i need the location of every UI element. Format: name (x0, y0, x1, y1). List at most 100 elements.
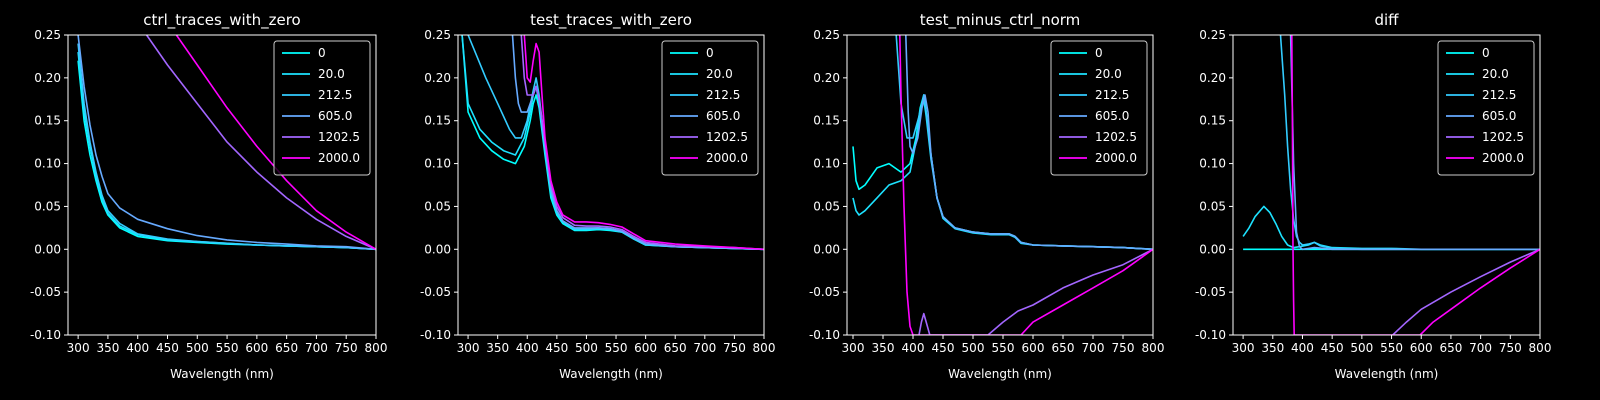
legend-label: 212.5 (1482, 88, 1516, 102)
x-tick-label: 800 (1529, 341, 1552, 355)
x-tick-label: 350 (486, 341, 509, 355)
y-tick-label: 0.05 (424, 199, 451, 213)
y-tick-label: 0.00 (34, 242, 61, 256)
axes-frame (67, 34, 377, 336)
legend: 0 20.0 212.5 605.0 1202.5 2000.0 (661, 40, 759, 176)
series-line-2000.0 (899, 35, 1153, 335)
axes-frame (457, 34, 765, 336)
legend-label: 2000.0 (318, 151, 360, 165)
x-tick-label: 750 (723, 341, 746, 355)
series-line-2000.0 (523, 35, 764, 251)
y-tick-label: 0.05 (34, 199, 61, 213)
x-tick-label: 500 (962, 341, 985, 355)
x-tick-label: 300 (67, 341, 90, 355)
x-tick-label: 450 (545, 341, 568, 355)
x-tick-label: 350 (1261, 341, 1284, 355)
x-tick-label: 350 (96, 341, 119, 355)
y-tick-label: 0.25 (34, 28, 61, 42)
x-tick-label: 600 (634, 341, 657, 355)
x-tick-label: 550 (1380, 341, 1403, 355)
series-group (77, 35, 376, 251)
y-tick-label: 0.10 (1199, 157, 1226, 171)
x-tick-label: 700 (1469, 341, 1492, 355)
x-tick-label: 550 (992, 341, 1015, 355)
y-tick-label: 0.20 (1199, 71, 1226, 85)
legend-label: 1202.5 (1095, 130, 1137, 144)
x-axis-label: Wavelength (nm) (559, 367, 663, 381)
y-tick-label: -0.05 (1195, 285, 1226, 299)
x-tick-label: 300 (1232, 341, 1255, 355)
legend-label: 0 (1095, 46, 1103, 60)
x-tick-label: 350 (872, 341, 895, 355)
y-tick-label: 0.25 (813, 28, 840, 42)
legend-label: 605.0 (1482, 109, 1516, 123)
y-tick-label: -0.05 (809, 285, 840, 299)
y-tick-label: -0.05 (30, 285, 61, 299)
y-tick-label: 0.15 (34, 114, 61, 128)
series-line-2000.0 (175, 35, 376, 250)
series-line-2000.0 (1291, 35, 1540, 335)
x-tick-label: 650 (275, 341, 298, 355)
x-tick-label: 800 (1142, 341, 1165, 355)
x-axis-label: Wavelength (nm) (170, 367, 274, 381)
x-tick-label: 550 (216, 341, 239, 355)
x-tick-label: 400 (902, 341, 925, 355)
x-tick-label: 500 (1350, 341, 1373, 355)
legend-label: 212.5 (1095, 88, 1129, 102)
legend-label: 212.5 (706, 88, 740, 102)
y-tick-label: 0.05 (1199, 199, 1226, 213)
x-axis-label: Wavelength (nm) (948, 367, 1052, 381)
y-tick-label: 0.10 (424, 157, 451, 171)
legend-label: 1202.5 (318, 130, 360, 144)
x-tick-label: 450 (156, 341, 179, 355)
x-tick-label: 500 (575, 341, 598, 355)
chart-title: test_traces_with_zero (530, 11, 692, 30)
chart-panel-1: ctrl_traces_with_zero 300 350 400 450 500 550 6… (30, 11, 388, 381)
chart-panel-3: test_minus_ctrl_norm 300 350 400 450 500 550 60… (809, 11, 1165, 381)
x-tick-label: 600 (245, 341, 268, 355)
legend: 0 20.0 212.5 605.0 1202.5 2000.0 (1437, 40, 1535, 176)
x-axis-label: Wavelength (nm) (1335, 367, 1439, 381)
x-tick-label: 600 (1410, 341, 1433, 355)
y-tick-label: -0.10 (30, 328, 61, 342)
x-tick-label: 450 (932, 341, 955, 355)
x-tick-label: 400 (516, 341, 539, 355)
series-line-1202.5 (520, 35, 764, 251)
x-tick-label: 500 (186, 341, 209, 355)
legend-label: 212.5 (318, 88, 352, 102)
x-tick-label: 300 (457, 341, 480, 355)
y-tick-label: -0.05 (420, 285, 451, 299)
legend: 0 20.0 212.5 605.0 1202.5 2000.0 (1050, 40, 1148, 176)
x-tick-label: 800 (753, 341, 776, 355)
series-line-605.0 (1289, 35, 1540, 251)
legend-label: 0 (318, 46, 326, 60)
x-tick-label: 700 (305, 341, 328, 355)
x-tick-label: 800 (365, 341, 388, 355)
y-tick-label: 0.20 (813, 71, 840, 85)
legend-label: 1202.5 (706, 130, 748, 144)
series-line-605.0 (77, 35, 376, 251)
y-tick-label: -0.10 (809, 328, 840, 342)
chart-title: diff (1374, 11, 1399, 29)
y-tick-label: 0.10 (813, 157, 840, 171)
y-tick-label: 0.25 (424, 28, 451, 42)
series-group (852, 35, 1153, 335)
series-line-605.0 (511, 35, 764, 251)
y-tick-label: 0.00 (424, 242, 451, 256)
legend-label: 1202.5 (1482, 130, 1524, 144)
y-tick-label: 0.10 (34, 157, 61, 171)
y-tick-label: -0.10 (1195, 328, 1226, 342)
axes-frame (1232, 34, 1541, 336)
legend-label: 0 (1482, 46, 1490, 60)
legend-label: 20.0 (1095, 67, 1122, 81)
legend-label: 0 (706, 46, 714, 60)
x-tick-label: 650 (1052, 341, 1075, 355)
chart-title: test_minus_ctrl_norm (920, 11, 1081, 30)
legend-label: 605.0 (1095, 109, 1129, 123)
legend-label: 20.0 (318, 67, 345, 81)
legend-label: 605.0 (706, 109, 740, 123)
legend-label: 605.0 (318, 109, 352, 123)
series-line-20.0 (1242, 205, 1540, 251)
x-tick-label: 750 (1499, 341, 1522, 355)
